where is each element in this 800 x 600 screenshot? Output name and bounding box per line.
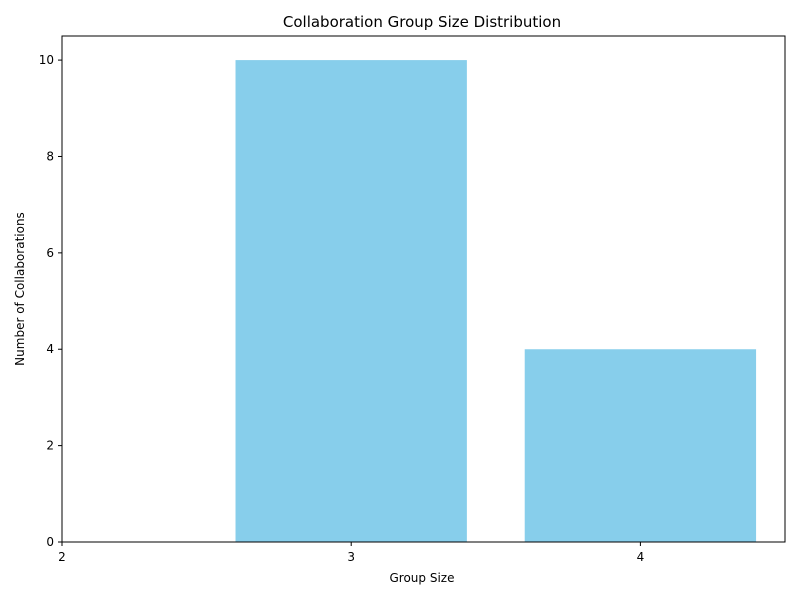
bar-3 [235,60,467,542]
y-tick-label-2: 2 [46,439,54,453]
y-tick-label-6: 6 [46,246,54,260]
y-tick-label-8: 8 [46,149,54,163]
x-tick-label-2: 2 [58,550,66,564]
x-axis-label: Group Size [390,571,455,585]
x-tick-label-3: 3 [347,550,355,564]
y-tick-label-10: 10 [39,53,54,67]
axes-frame [61,35,786,543]
bar-4 [524,349,757,542]
x-tick-label-4: 4 [637,550,645,564]
y-axis-label: Number of Collaborations [13,212,27,366]
chart-title: Collaboration Group Size Distribution [283,13,561,31]
y-tick-label-4: 4 [46,342,54,356]
y-tick-label-0: 0 [46,535,54,549]
